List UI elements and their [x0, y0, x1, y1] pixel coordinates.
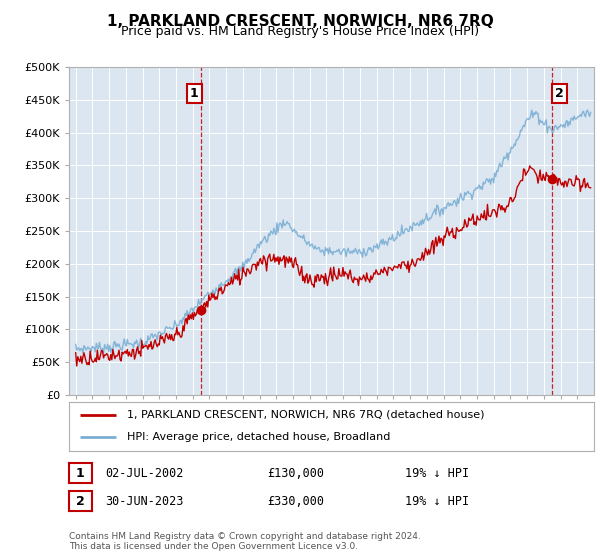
Text: 1, PARKLAND CRESCENT, NORWICH, NR6 7RQ: 1, PARKLAND CRESCENT, NORWICH, NR6 7RQ [107, 14, 493, 29]
Text: Contains HM Land Registry data © Crown copyright and database right 2024.: Contains HM Land Registry data © Crown c… [69, 532, 421, 541]
Text: 2: 2 [76, 494, 85, 508]
Text: 30-JUN-2023: 30-JUN-2023 [105, 494, 184, 508]
Text: 2: 2 [555, 87, 563, 100]
Text: 1, PARKLAND CRESCENT, NORWICH, NR6 7RQ (detached house): 1, PARKLAND CRESCENT, NORWICH, NR6 7RQ (… [127, 410, 484, 420]
Text: 19% ↓ HPI: 19% ↓ HPI [405, 466, 469, 480]
Text: £130,000: £130,000 [267, 466, 324, 480]
Text: £330,000: £330,000 [267, 494, 324, 508]
Text: 02-JUL-2002: 02-JUL-2002 [105, 466, 184, 480]
Text: Price paid vs. HM Land Registry's House Price Index (HPI): Price paid vs. HM Land Registry's House … [121, 25, 479, 38]
Text: 1: 1 [76, 466, 85, 480]
Text: This data is licensed under the Open Government Licence v3.0.: This data is licensed under the Open Gov… [69, 542, 358, 551]
Text: HPI: Average price, detached house, Broadland: HPI: Average price, detached house, Broa… [127, 432, 390, 442]
Text: 1: 1 [190, 87, 199, 100]
Text: 19% ↓ HPI: 19% ↓ HPI [405, 494, 469, 508]
